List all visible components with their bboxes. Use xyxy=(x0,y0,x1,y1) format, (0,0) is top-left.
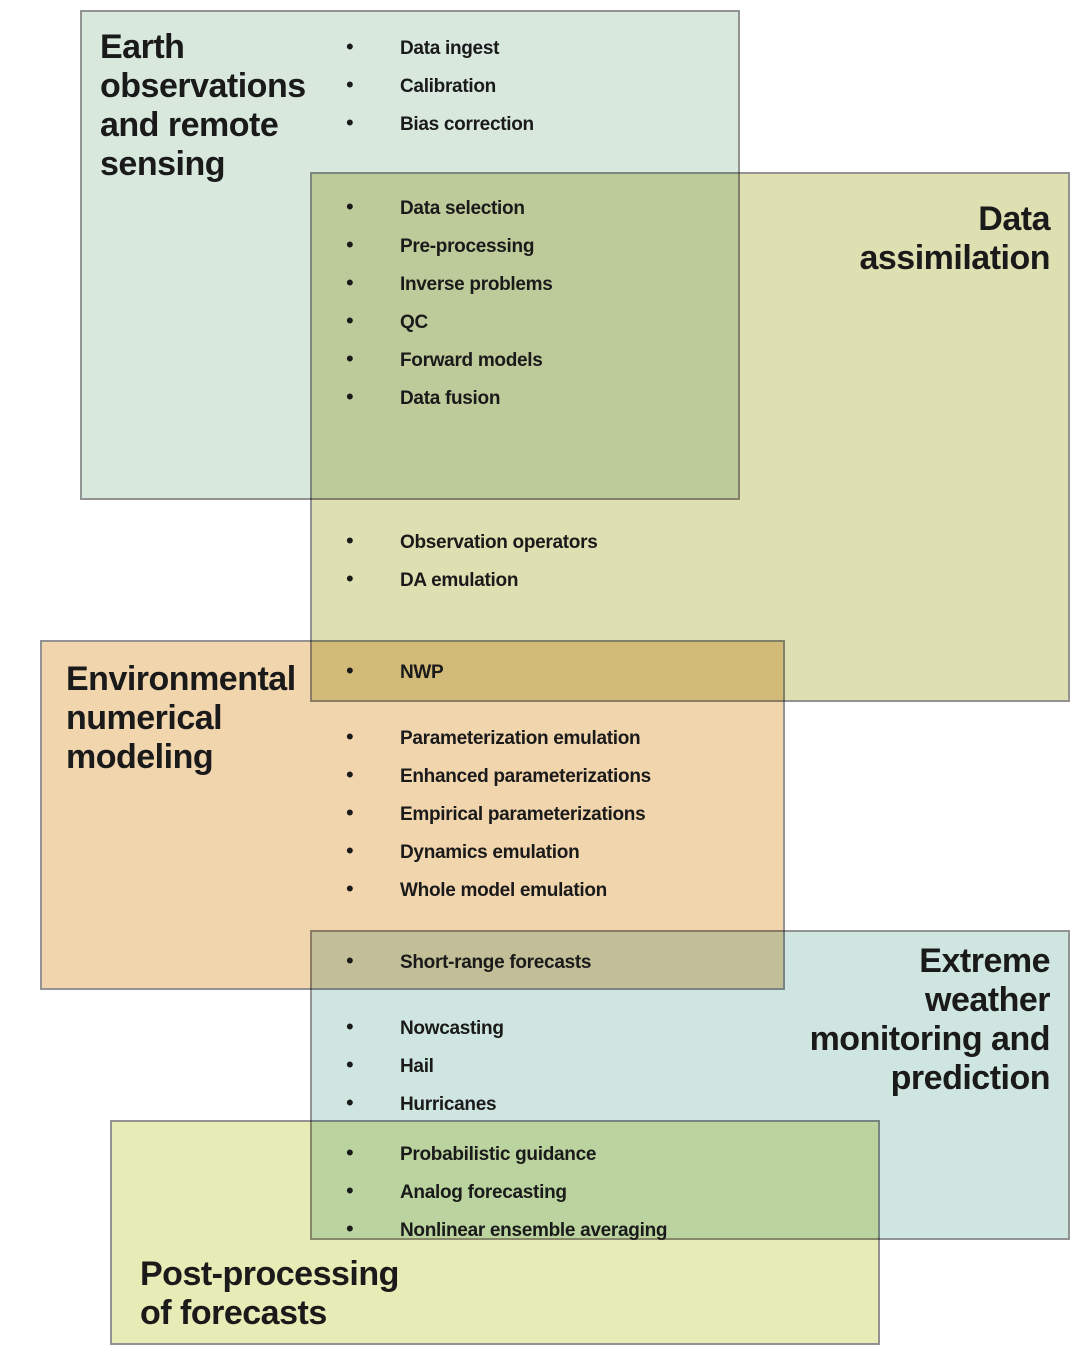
bullet-group: NWP xyxy=(340,654,840,692)
bullet-group: Data selectionPre-processingInverse prob… xyxy=(340,190,840,418)
bullet-group: Data ingestCalibrationBias correction xyxy=(340,30,840,144)
diagram-canvas: Earthobservationsand remotesensing Dataa… xyxy=(0,0,1080,1352)
title-post-processing: Post-processingof forecasts xyxy=(140,1255,399,1333)
bullet-item: DA emulation xyxy=(340,562,840,600)
bullet-item: Data selection xyxy=(340,190,840,228)
bullet-item: NWP xyxy=(340,654,840,692)
bullet-item: Hail xyxy=(340,1048,840,1086)
bullet-item: Data fusion xyxy=(340,380,840,418)
bullet-item: Parameterization emulation xyxy=(340,720,840,758)
bullet-item: Empirical parameterizations xyxy=(340,796,840,834)
bullet-item: Probabilistic guidance xyxy=(340,1136,840,1174)
bullet-group: Probabilistic guidanceAnalog forecasting… xyxy=(340,1136,840,1250)
bullet-item: Observation operators xyxy=(340,524,840,562)
bullet-item: Inverse problems xyxy=(340,266,840,304)
bullet-item: Nonlinear ensemble averaging xyxy=(340,1212,840,1250)
bullet-item: Data ingest xyxy=(340,30,840,68)
bullet-item: QC xyxy=(340,304,840,342)
bullet-item: Short-range forecasts xyxy=(340,944,840,982)
bullet-item: Pre-processing xyxy=(340,228,840,266)
bullet-item: Forward models xyxy=(340,342,840,380)
bullet-group: NowcastingHailHurricanes xyxy=(340,1010,840,1124)
bullet-item: Calibration xyxy=(340,68,840,106)
bullet-item: Analog forecasting xyxy=(340,1174,840,1212)
bullet-item: Bias correction xyxy=(340,106,840,144)
bullet-item: Enhanced parameterizations xyxy=(340,758,840,796)
bullet-group: Observation operatorsDA emulation xyxy=(340,524,840,600)
bullet-item: Hurricanes xyxy=(340,1086,840,1124)
bullet-item: Nowcasting xyxy=(340,1010,840,1048)
bullet-item: Dynamics emulation xyxy=(340,834,840,872)
title-environmental-model: Environmentalnumericalmodeling xyxy=(66,660,296,777)
bullet-group: Short-range forecasts xyxy=(340,944,840,982)
title-earth-observations: Earthobservationsand remotesensing xyxy=(100,28,306,184)
bullet-group: Parameterization emulationEnhanced param… xyxy=(340,720,840,910)
bullet-item: Whole model emulation xyxy=(340,872,840,910)
